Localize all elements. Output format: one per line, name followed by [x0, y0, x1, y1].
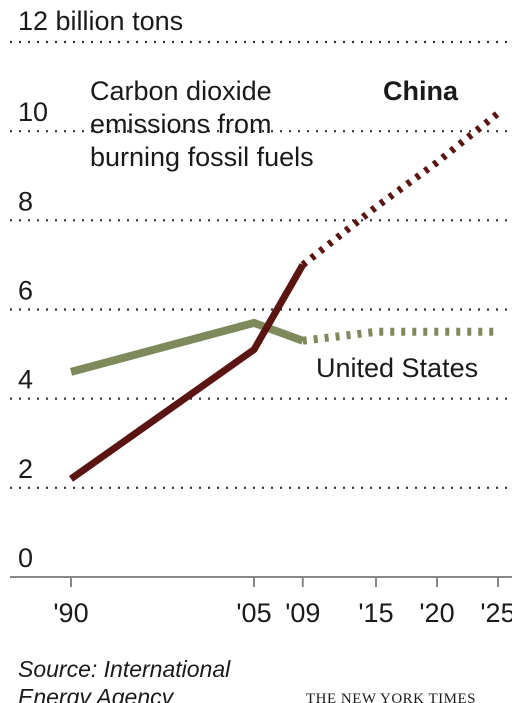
chart-note-line-3: burning fossil fuels: [90, 142, 314, 172]
source-line-2: Energy Agency: [18, 684, 175, 703]
chart-note-line-1: Carbon dioxide: [90, 76, 272, 106]
newspaper-credit: THE NEW YORK TIMES: [306, 691, 476, 703]
y-tick-label: 0: [18, 543, 33, 573]
y-tick-label: 4: [18, 365, 33, 395]
x-tick-label: '90: [53, 598, 88, 628]
y-axis-ticks: 0 2 4 6 8 10 12 billion tons: [18, 6, 183, 573]
series-line-china-actual: [68, 263, 306, 482]
x-axis-ticks: '90 '05 '09 '15 '20 '25: [53, 577, 512, 628]
x-tick-label: '20: [419, 598, 454, 628]
y-tick-label: 8: [18, 186, 33, 216]
series-label-united-states: United States: [316, 353, 478, 383]
y-tick-label: 6: [18, 276, 33, 306]
chart-note-line-2: emissions from: [90, 109, 272, 139]
series-line-china-projected: [300, 110, 501, 268]
series-label-china: China: [383, 76, 459, 106]
series-line-united-states-actual: [69, 318, 305, 376]
y-tick-label: 12 billion tons: [18, 6, 183, 36]
series-layer: [68, 110, 501, 482]
series-line-united-states-projected: [302, 327, 498, 345]
x-tick-label: '15: [358, 598, 393, 628]
x-tick-label: '05: [236, 598, 271, 628]
x-tick-label: '09: [285, 598, 320, 628]
x-tick-label: '25: [480, 598, 512, 628]
y-tick-label: 10: [18, 97, 48, 127]
y-tick-label: 2: [18, 454, 33, 484]
source-line-1: Source: International: [18, 656, 231, 682]
